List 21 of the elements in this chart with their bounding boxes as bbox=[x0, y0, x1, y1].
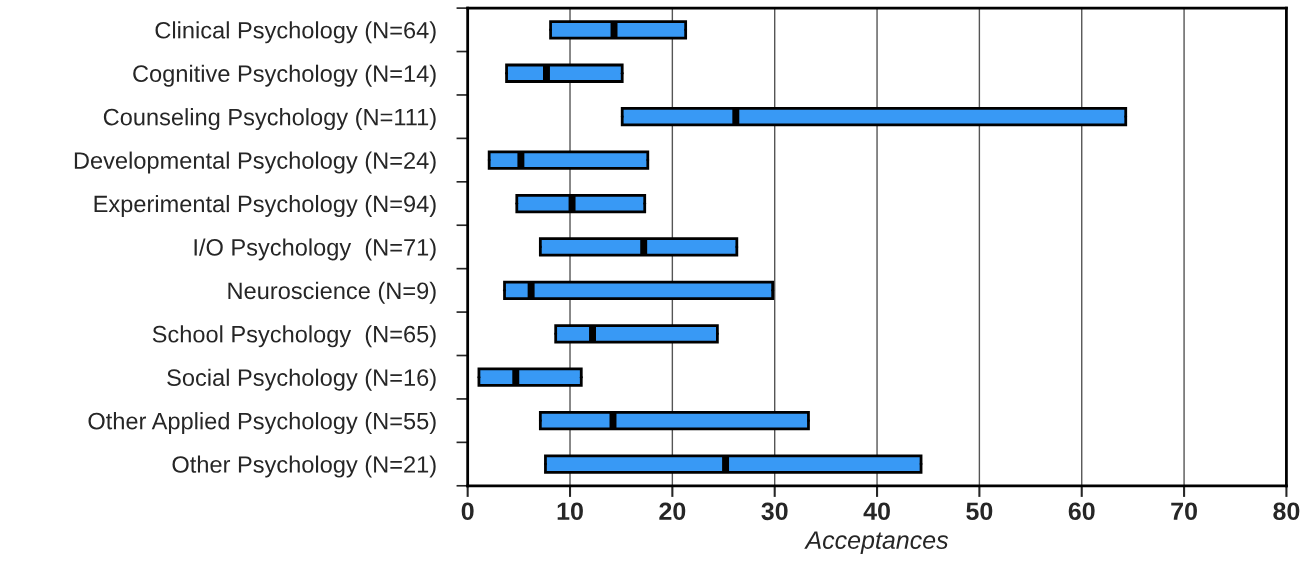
x-tick-label: 30 bbox=[761, 502, 788, 521]
x-tick-label: 20 bbox=[659, 502, 686, 521]
y-tick-label: Experimental Psychology (N=94) bbox=[94, 194, 436, 217]
x-tick-label: 80 bbox=[1273, 502, 1300, 521]
x-tick-label: 70 bbox=[1171, 502, 1197, 521]
y-tick-label: School Psychology (N=65) bbox=[152, 325, 436, 348]
y-tick-label: Social Psychology (N=16) bbox=[167, 368, 436, 391]
x-tick-label: 0 bbox=[461, 502, 474, 521]
y-tick-label: Neuroscience (N=9) bbox=[228, 281, 436, 304]
y-tick-label: Developmental Psychology (N=24) bbox=[74, 151, 436, 174]
y-tick-label: Counseling Psychology (N=111) bbox=[103, 108, 436, 131]
y-tick-label: Other Psychology (N=21) bbox=[172, 455, 436, 478]
y-tick-label: Clinical Psychology (N=64) bbox=[155, 21, 436, 44]
y-tick-label: I/O Psychology (N=71) bbox=[194, 238, 436, 261]
x-axis-title: Acceptances bbox=[804, 531, 949, 554]
x-tick-label: 40 bbox=[863, 502, 890, 521]
y-tick-label: Cognitive Psychology (N=14) bbox=[133, 64, 436, 87]
y-tick-label: Other Applied Psychology (N=55) bbox=[88, 412, 436, 435]
x-tick-label: 10 bbox=[557, 502, 583, 521]
x-tick-label: 50 bbox=[966, 502, 993, 521]
x-tick-label: 60 bbox=[1068, 502, 1095, 521]
